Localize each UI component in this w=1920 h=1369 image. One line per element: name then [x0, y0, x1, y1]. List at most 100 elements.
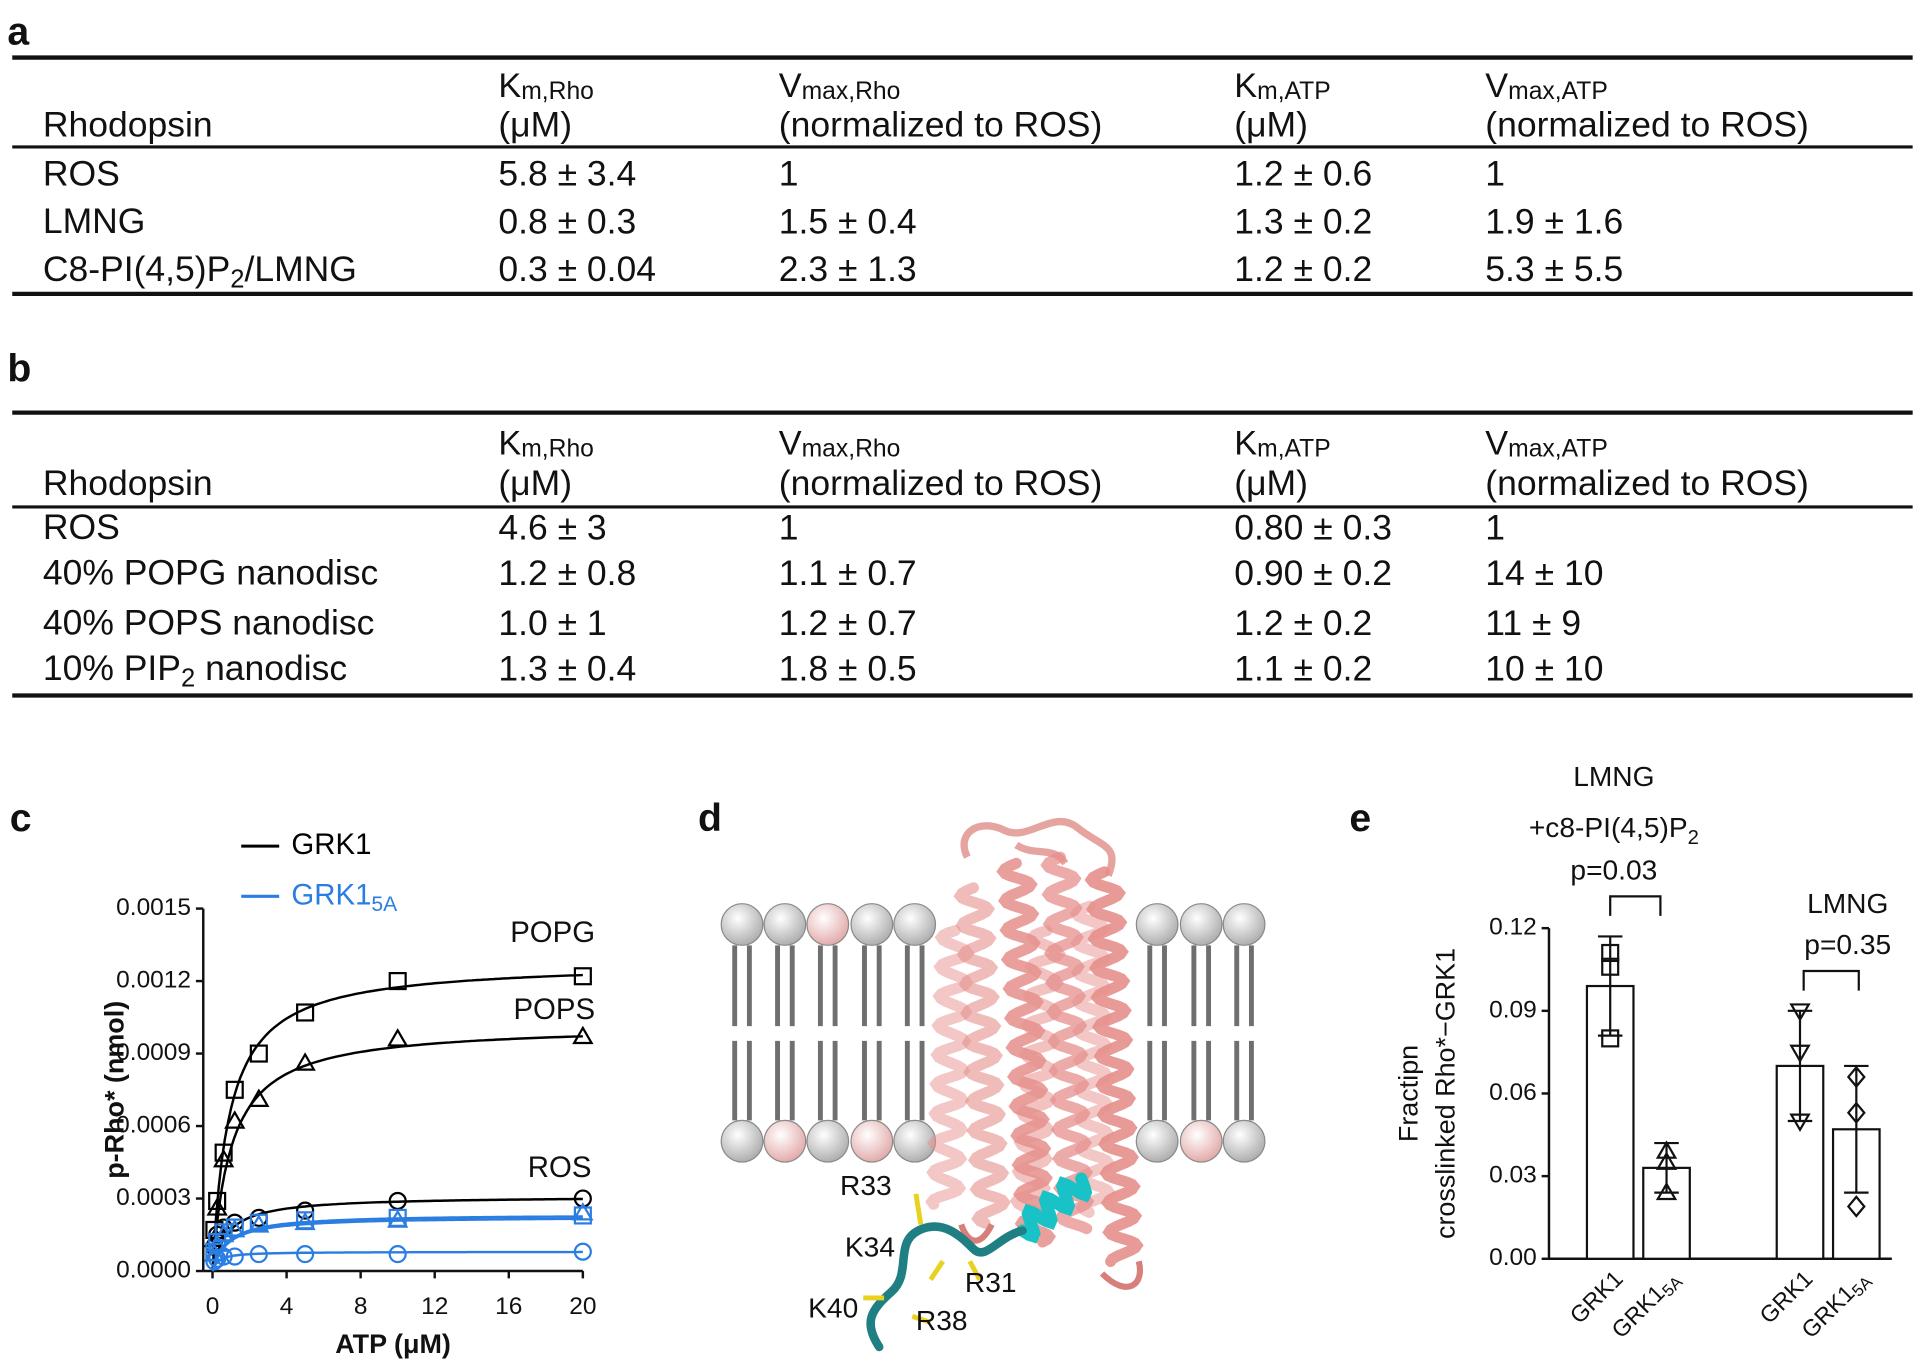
table-cell: 1.2 ± 0.8 — [498, 553, 636, 593]
rich-text: (μM) — [1234, 105, 1308, 145]
text-part: (μM) — [498, 464, 572, 504]
marker — [296, 1003, 315, 1022]
y-tick-label: 0.0000 — [116, 1256, 191, 1283]
table-cell: 10 ± 10 — [1485, 648, 1603, 688]
table-cell: 1.2 ± 0.2 — [1234, 249, 1372, 289]
text-part: ROS — [43, 154, 120, 194]
subscript: max,ATP — [1508, 435, 1608, 462]
x-tick-label: 8 — [354, 1293, 368, 1320]
lipid-head — [1135, 903, 1179, 946]
text-part: V — [1485, 425, 1508, 463]
x-axis-title: ATP (μM) — [335, 1329, 451, 1359]
rich-text: LMNG — [1573, 761, 1654, 792]
y-tick-label: 0.0003 — [116, 1184, 191, 1211]
text-part: LMNG — [1573, 761, 1654, 792]
marker — [1789, 1003, 1811, 1022]
rich-text: GRK1 — [291, 828, 371, 861]
marker — [225, 1247, 244, 1266]
marker — [296, 1201, 315, 1220]
text-part: K — [498, 425, 521, 463]
text-part: K — [498, 67, 521, 105]
helix — [925, 925, 975, 1210]
text-part: Rhodopsin — [43, 464, 213, 504]
table-cell: 1.1 ± 0.2 — [1234, 648, 1372, 688]
subscript: 2 — [230, 265, 244, 293]
table-cell: 14 ± 10 — [1485, 553, 1603, 593]
lipid-head — [850, 1119, 894, 1163]
text-part: (normalized to ROS) — [1485, 464, 1809, 504]
marker — [214, 1143, 233, 1162]
panel-label: a — [7, 11, 30, 54]
fit-curve — [211, 1215, 583, 1272]
rich-text: C8-PI(4,5)P2/LMNG — [43, 249, 357, 293]
marker — [572, 1202, 594, 1221]
side-chain — [913, 1193, 924, 1225]
rich-text: (μM) — [1234, 464, 1308, 504]
fit-curve — [211, 1197, 583, 1272]
lipid-head — [1222, 1119, 1266, 1163]
rich-text: +c8-PI(4,5)P2 — [1529, 813, 1699, 849]
x-tick-label: 12 — [421, 1293, 448, 1320]
text-part: C8-PI(4,5)P — [43, 249, 230, 289]
marker — [1655, 1151, 1678, 1170]
residue-label: R33 — [840, 1170, 892, 1201]
series-label: POPG — [510, 916, 595, 949]
side-chain — [967, 1260, 982, 1281]
table-cell: 1.2 ± 0.2 — [1234, 603, 1372, 643]
marker — [387, 1209, 409, 1228]
marker — [1789, 1113, 1811, 1132]
table-cell: 1.2 ± 0.6 — [1234, 154, 1372, 194]
y-tick-label: 0.09 — [1489, 996, 1537, 1023]
table-cell: 4.6 ± 3 — [498, 508, 606, 548]
fit-curve — [211, 1250, 583, 1272]
table-cell: 1 — [779, 508, 799, 548]
marker — [248, 1088, 270, 1107]
lipid-head — [720, 903, 764, 946]
table-cell: 11 ± 9 — [1485, 603, 1581, 643]
y-tick-label: 0.0015 — [116, 894, 191, 921]
text-part: 40% POPS nanodisc — [43, 603, 375, 643]
lipid-head — [763, 903, 807, 946]
table-cell: 5.3 ± 5.5 — [1485, 249, 1623, 289]
rich-text: Vmax,Rho — [779, 425, 901, 463]
rich-text: Km,ATP — [1234, 425, 1330, 463]
text-part: (normalized to ROS) — [779, 105, 1103, 145]
residue-label: R31 — [965, 1267, 1017, 1298]
marker — [212, 1148, 235, 1168]
text-part: +c8-PI(4,5)P — [1529, 813, 1688, 844]
lipid-head — [1179, 903, 1223, 946]
marker — [1601, 1029, 1620, 1048]
marker — [573, 1206, 592, 1225]
rich-text: Rhodopsin — [43, 105, 213, 145]
subscript: 2 — [1688, 827, 1699, 849]
x-tick-label: 0 — [206, 1293, 220, 1320]
panel-label: c — [10, 797, 32, 840]
subscript: max,ATP — [1508, 77, 1608, 104]
table-cell: 1.3 ± 0.4 — [498, 648, 636, 688]
text-part: nanodisc — [195, 648, 347, 688]
y-tick-label: 0.0006 — [116, 1112, 191, 1139]
marker — [294, 1052, 316, 1071]
table-cell: 1.8 ± 0.5 — [779, 648, 917, 688]
y-tick-label: 0.00 — [1489, 1244, 1537, 1271]
marker — [387, 1028, 409, 1047]
rich-text: Vmax,Rho — [779, 67, 901, 105]
text-part: V — [779, 425, 802, 463]
lipid-head — [763, 1119, 807, 1163]
subscript: max,Rho — [802, 435, 901, 462]
subscript: m,ATP — [1257, 435, 1331, 462]
subscript: m,Rho — [521, 435, 594, 462]
lipid-head — [720, 1119, 764, 1163]
rich-text: 40% POPS nanodisc — [43, 603, 375, 643]
y-tick-label: 0.0012 — [116, 967, 191, 994]
text-part: GRK1 — [291, 828, 371, 861]
rich-text: (normalized to ROS) — [779, 105, 1103, 145]
helix — [1009, 925, 1066, 1230]
series-label: ROS — [528, 1151, 592, 1184]
table-cell: 0.3 ± 0.04 — [498, 249, 656, 289]
table-cell: 0.8 ± 0.3 — [498, 201, 636, 241]
marker — [1655, 1140, 1678, 1159]
fit-curve — [211, 1217, 583, 1272]
side-chain — [911, 1314, 932, 1325]
